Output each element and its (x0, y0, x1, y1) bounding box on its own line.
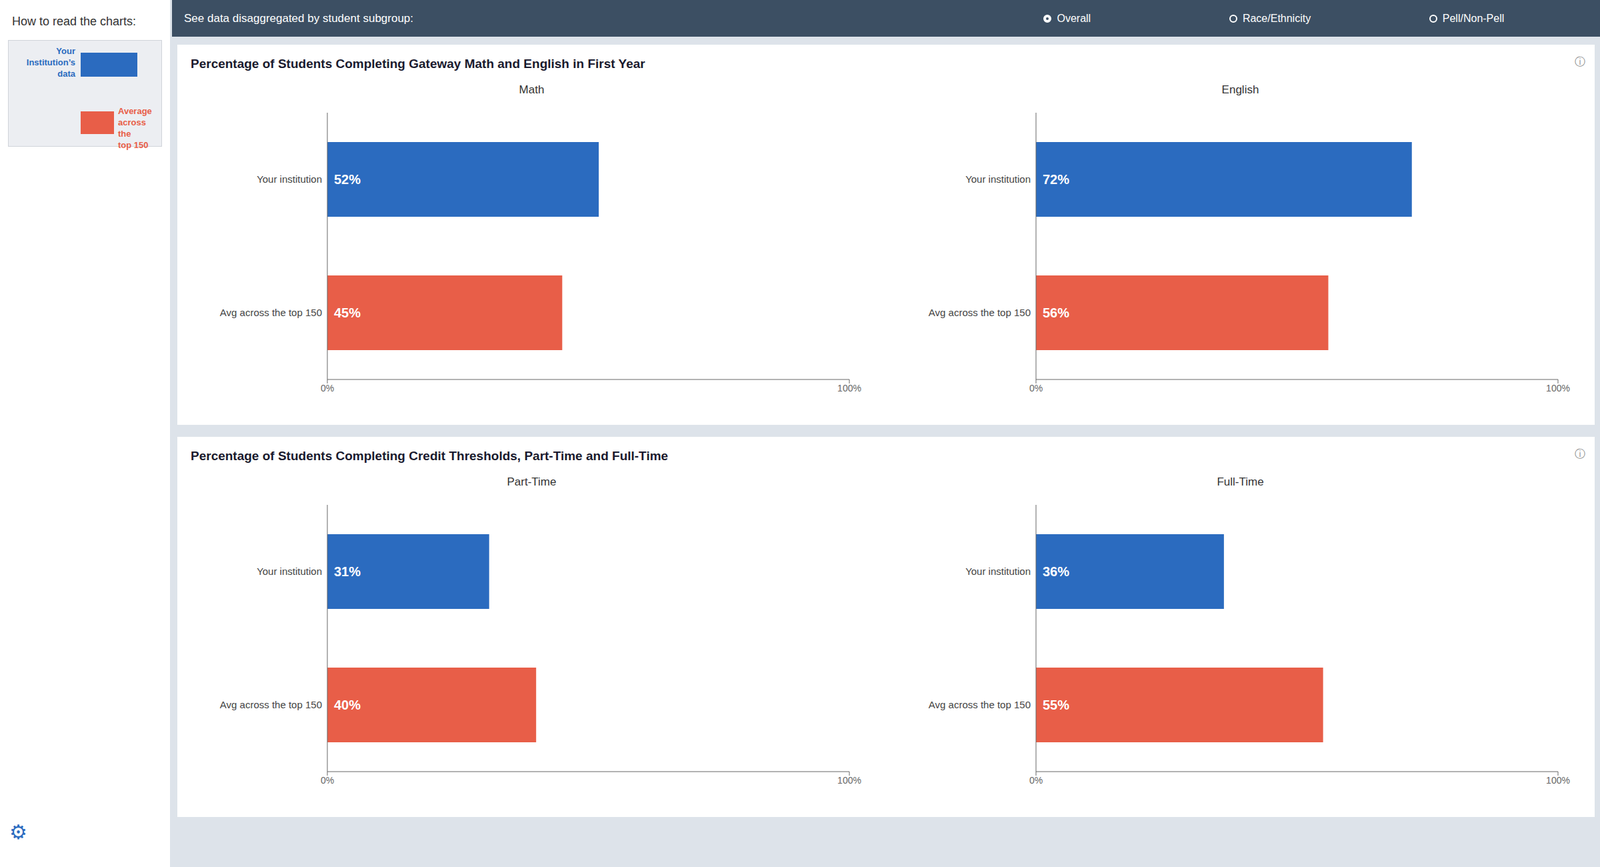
svg-text:100%: 100% (1546, 382, 1570, 394)
svg-text:Avg across the top 150: Avg across the top 150 (220, 306, 322, 318)
html-text:How to read the charts:: How to read the charts: (12, 14, 137, 28)
html-text:Percentage of Students Complet: Percentage of Students Completing Credit… (190, 448, 669, 463)
html-text:Math: Math (519, 83, 545, 96)
html-text:Part-Time: Part-Time (507, 475, 557, 488)
html-text:top 150: top 150 (118, 139, 149, 150)
svg-text:36%: 36% (1042, 564, 1070, 579)
svg-text:72%: 72% (1042, 172, 1070, 187)
svg-text:Your institution: Your institution (965, 173, 1031, 185)
svg-text:31%: 31% (334, 564, 361, 579)
html-text:Percentage of Students Complet: Percentage of Students Completing Gatewa… (190, 56, 646, 71)
svg-text:Your institution: Your institution (256, 565, 322, 577)
svg-text:0%: 0% (320, 382, 334, 394)
svg-text:52%: 52% (334, 172, 361, 187)
html-text:Race/Ethnicity: Race/Ethnicity (1242, 12, 1311, 24)
svg-text:0%: 0% (1029, 382, 1043, 394)
html-text:English: English (1221, 83, 1259, 96)
svg-text:Your institution: Your institution (256, 173, 322, 185)
svg-text:55%: 55% (1042, 697, 1070, 712)
html-text:Overall: Overall (1057, 12, 1091, 24)
svg-text:100%: 100% (837, 774, 862, 786)
svg-text:Your institution: Your institution (965, 565, 1031, 577)
html-text:Average: Average (118, 106, 152, 116)
svg-text:Avg across the top 150: Avg across the top 150 (220, 698, 322, 710)
html-text:Pell/Non-Pell: Pell/Non-Pell (1442, 12, 1505, 24)
html-text:Institution’s: Institution’s (26, 57, 76, 68)
svg-text:56%: 56% (1042, 305, 1070, 320)
svg-text:100%: 100% (837, 382, 862, 394)
svg-text:Avg across the top 150: Avg across the top 150 (928, 306, 1031, 318)
html-text:See data disaggregated by stud: See data disaggregated by student subgro… (184, 12, 414, 25)
html-text:across the: across the (118, 117, 146, 139)
html-text:Your: Your (56, 46, 76, 56)
html-text:data: data (57, 68, 76, 79)
svg-text:45%: 45% (334, 305, 361, 320)
svg-text:100%: 100% (1546, 774, 1570, 786)
svg-text:0%: 0% (320, 774, 334, 786)
svg-text:0%: 0% (1029, 774, 1043, 786)
html-text:Full-Time: Full-Time (1216, 475, 1264, 488)
svg-text:Avg across the top 150: Avg across the top 150 (928, 698, 1031, 710)
svg-text:40%: 40% (334, 697, 361, 712)
